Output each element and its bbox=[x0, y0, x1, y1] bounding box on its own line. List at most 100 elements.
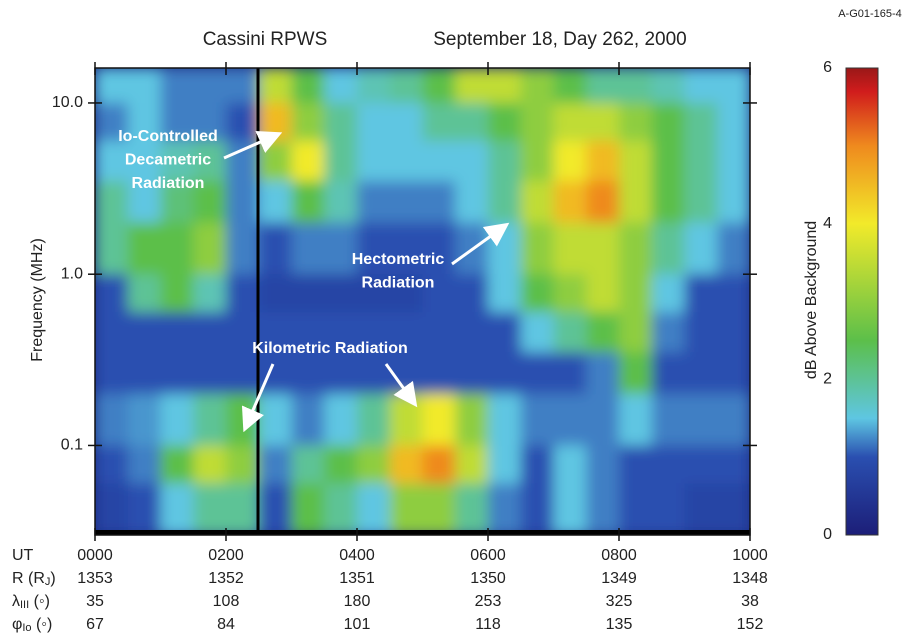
cell bbox=[127, 352, 161, 395]
cell bbox=[389, 68, 423, 104]
cell bbox=[619, 312, 653, 353]
cell bbox=[95, 445, 129, 484]
cell bbox=[226, 181, 260, 224]
plot-frame bbox=[94, 67, 751, 536]
cell bbox=[291, 222, 325, 275]
cell bbox=[619, 274, 653, 313]
cell bbox=[520, 68, 554, 104]
cell bbox=[586, 222, 620, 275]
cell bbox=[324, 274, 358, 313]
row-label-part: J bbox=[45, 576, 51, 588]
cell bbox=[193, 222, 227, 275]
cell bbox=[422, 181, 456, 224]
row-value: 253 bbox=[475, 593, 502, 610]
cell bbox=[651, 102, 685, 142]
cell bbox=[258, 312, 292, 353]
cell bbox=[357, 68, 391, 104]
cell bbox=[357, 352, 391, 395]
cell bbox=[520, 274, 554, 313]
arrows bbox=[223, 131, 510, 433]
cell bbox=[258, 274, 292, 313]
cell bbox=[684, 102, 718, 142]
cell bbox=[586, 352, 620, 395]
row-value: 108 bbox=[213, 593, 240, 610]
row-value: 84 bbox=[217, 616, 235, 633]
cell bbox=[226, 393, 260, 446]
cell bbox=[160, 274, 194, 313]
cell bbox=[520, 102, 554, 142]
cell bbox=[488, 140, 522, 182]
cell bbox=[586, 181, 620, 224]
row-value: 1353 bbox=[77, 570, 113, 587]
colorbar-tick-label: 6 bbox=[823, 59, 832, 76]
cell bbox=[553, 445, 587, 484]
cell bbox=[619, 102, 653, 142]
colorbar-tick-label: 0 bbox=[823, 526, 832, 543]
cell bbox=[553, 274, 587, 313]
annotation: Io-Controlled bbox=[118, 128, 218, 145]
cell bbox=[422, 274, 456, 313]
cell bbox=[455, 483, 489, 535]
cell bbox=[357, 483, 391, 535]
cell bbox=[324, 102, 358, 142]
cell bbox=[422, 312, 456, 353]
cell bbox=[127, 181, 161, 224]
cell bbox=[226, 68, 260, 104]
cell bbox=[291, 483, 325, 535]
cell bbox=[95, 222, 129, 275]
cell bbox=[291, 140, 325, 182]
cell bbox=[619, 140, 653, 182]
cell bbox=[520, 181, 554, 224]
plot-clip bbox=[95, 68, 750, 535]
y-tick-label: 10.0 bbox=[52, 94, 83, 111]
cell bbox=[651, 274, 685, 313]
cell bbox=[324, 312, 358, 353]
cell bbox=[258, 140, 292, 182]
cell bbox=[586, 312, 620, 353]
cell bbox=[389, 274, 423, 313]
cell bbox=[127, 68, 161, 104]
annotation: Radiation bbox=[362, 275, 435, 292]
cell bbox=[455, 445, 489, 484]
cell bbox=[684, 140, 718, 182]
cell bbox=[488, 222, 522, 275]
cell bbox=[160, 140, 194, 182]
cell bbox=[160, 393, 194, 446]
cell bbox=[651, 222, 685, 275]
cell bbox=[291, 445, 325, 484]
row-label-part: φ bbox=[12, 616, 22, 633]
cell bbox=[324, 352, 358, 395]
cell bbox=[619, 445, 653, 484]
cell bbox=[717, 222, 750, 275]
cell bbox=[324, 222, 358, 275]
cell bbox=[160, 445, 194, 484]
x-tick-label: 1000 bbox=[732, 547, 768, 564]
cell bbox=[258, 181, 292, 224]
cell bbox=[95, 140, 129, 182]
cell bbox=[226, 274, 260, 313]
cell bbox=[520, 483, 554, 535]
cell bbox=[684, 352, 718, 395]
cell bbox=[160, 68, 194, 104]
x-tick-label: 0800 bbox=[601, 547, 637, 564]
cell bbox=[422, 68, 456, 104]
cell bbox=[291, 68, 325, 104]
cell bbox=[651, 352, 685, 395]
cell bbox=[160, 352, 194, 395]
cell bbox=[488, 274, 522, 313]
cell bbox=[717, 181, 750, 224]
cell bbox=[193, 140, 227, 182]
cell bbox=[357, 445, 391, 484]
row-label-part: R (R bbox=[12, 570, 45, 587]
cell bbox=[651, 140, 685, 182]
row-value: 101 bbox=[344, 616, 371, 633]
cell bbox=[684, 181, 718, 224]
y-tick-label: 0.1 bbox=[61, 437, 83, 454]
cell bbox=[684, 274, 718, 313]
cell bbox=[389, 483, 423, 535]
row-label-part: λ bbox=[12, 593, 20, 610]
cell bbox=[422, 393, 456, 446]
cell bbox=[488, 181, 522, 224]
cell bbox=[553, 352, 587, 395]
cell bbox=[389, 102, 423, 142]
